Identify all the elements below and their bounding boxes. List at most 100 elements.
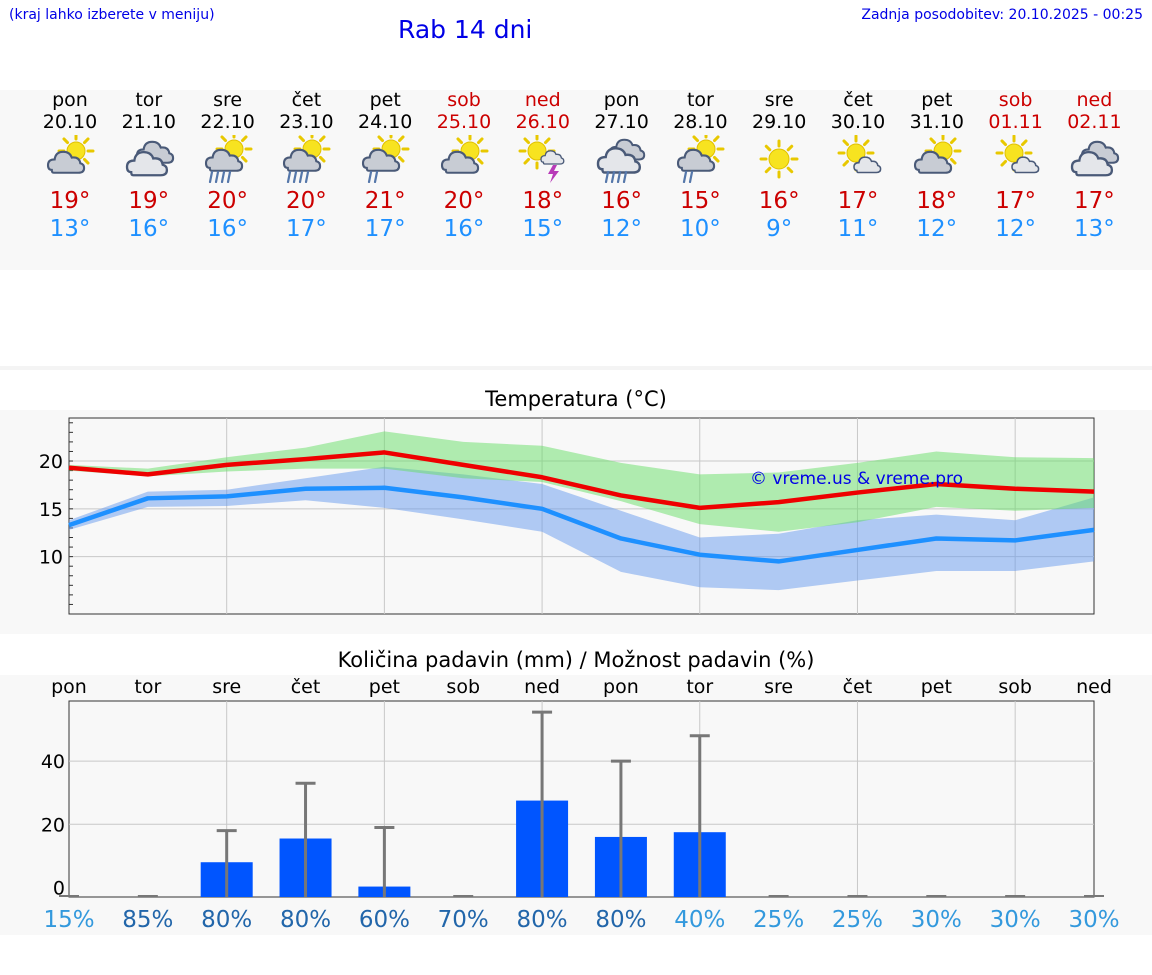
- sun-shape: [759, 139, 799, 179]
- cloud-shape: [46, 150, 86, 174]
- category-label: pon: [51, 676, 87, 698]
- forecast-day: sob 01.11 17° 12°: [976, 89, 1056, 243]
- min-temp-line: [68, 485, 1095, 564]
- y-tick-label: 0: [53, 878, 65, 900]
- rain-shape: [287, 170, 310, 183]
- day-name: tor: [135, 89, 163, 111]
- precipitation-chart-title: Količina padavin (mm) / Možnost padavin …: [337, 648, 815, 672]
- day-name: sre: [764, 89, 794, 111]
- category-label: ned: [524, 676, 560, 698]
- min-temp: 16°: [128, 216, 170, 242]
- sun-cloud-rain-icon: [283, 135, 331, 183]
- day-name: čet: [291, 89, 322, 111]
- precip-probability: 25%: [753, 907, 804, 933]
- day-name: pet: [921, 89, 953, 111]
- cloud-shape: [125, 150, 168, 177]
- sun-cloud-icon: [440, 135, 489, 174]
- max-temp: 16°: [758, 188, 800, 214]
- precip-probability: 30%: [990, 907, 1041, 933]
- category-label: čet: [291, 676, 321, 698]
- forecast-day: pet 31.10 18° 12°: [897, 89, 977, 243]
- day-name: ned: [524, 89, 561, 111]
- cloud-shape: [540, 150, 565, 165]
- precip-probability: 15%: [43, 907, 94, 933]
- min-temp: 13°: [1074, 216, 1115, 242]
- precip-probability: 25%: [832, 907, 883, 933]
- day-date: 01.11: [988, 111, 1043, 133]
- max-temp: 15°: [680, 188, 721, 214]
- forecast-day: pon 27.10 16° 12°: [582, 89, 662, 243]
- day-date: 29.10: [751, 111, 807, 133]
- min-temp: 16°: [443, 216, 485, 242]
- max-temp: 20°: [443, 188, 485, 214]
- forecast-day: čet 30.10 17° 11°: [818, 89, 898, 243]
- day-date: 02.11: [1067, 111, 1122, 133]
- precip-probability: 80%: [280, 907, 331, 933]
- max-temp: 19°: [49, 188, 91, 214]
- forecast-day: tor 21.10 19° 16°: [109, 89, 189, 243]
- sun-icon: [759, 139, 799, 179]
- forecast-day: tor 28.10 15° 10°: [660, 89, 740, 243]
- category-label: ned: [1076, 676, 1112, 698]
- sun-cloud-light-rain-icon: [677, 135, 725, 183]
- day-date: 25.10: [436, 111, 492, 133]
- y-tick-label: 40: [41, 751, 65, 773]
- precip-probability: 70%: [438, 907, 489, 933]
- day-date: 22.10: [200, 111, 255, 133]
- cloud-shape: [913, 150, 952, 174]
- min-temp: 15°: [522, 216, 564, 242]
- day-date: 30.10: [830, 111, 886, 133]
- max-temp: 18°: [522, 188, 564, 214]
- precip-probability: 85%: [122, 907, 173, 933]
- max-temp: 20°: [207, 188, 248, 214]
- max-temp: 17°: [1074, 188, 1115, 214]
- cloud-shape: [1010, 156, 1039, 174]
- day-name: pon: [52, 89, 88, 111]
- min-temp: 17°: [286, 216, 327, 242]
- rain-shape: [683, 170, 694, 183]
- category-label: čet: [843, 676, 873, 698]
- cloud-shape: [283, 148, 322, 172]
- day-name: ned: [1076, 89, 1113, 111]
- cloud-shape: [853, 156, 882, 174]
- sun-thunder-icon: [518, 135, 565, 183]
- max-temp-line: [68, 450, 1095, 511]
- day-date: 31.10: [909, 111, 964, 133]
- max-temp: 17°: [995, 188, 1036, 214]
- min-temp: 12°: [916, 216, 958, 242]
- cloudy-icon: [1071, 140, 1120, 177]
- precip-probability: 60%: [359, 907, 410, 933]
- last-updated: Zadnja posodobitev: 20.10.2025 - 00:25: [861, 7, 1143, 23]
- day-date: 28.10: [673, 111, 728, 133]
- forecast-day: ned 26.10 18° 15°: [503, 89, 583, 243]
- rain-shape: [368, 170, 379, 183]
- forecast-day: čet 23.10 20° 17°: [266, 89, 346, 243]
- forecast-day: pon 20.10 19° 13°: [30, 89, 110, 243]
- cloudy-icon: [125, 140, 174, 177]
- min-temp: 17°: [364, 216, 406, 242]
- day-name: sob: [447, 89, 481, 111]
- category-label: sob: [998, 676, 1032, 698]
- forecast-day: sre 22.10 20° 16°: [188, 89, 268, 243]
- day-date: 27.10: [594, 111, 649, 133]
- cloud-shape: [1071, 150, 1114, 177]
- precip-probability: 40%: [674, 907, 725, 933]
- min-temp: 10°: [680, 216, 721, 242]
- rain-shape: [604, 170, 627, 183]
- min-temp: 16°: [207, 216, 248, 242]
- location-hint: (kraj lahko izberete v meniju): [9, 7, 215, 23]
- precip-probability: 30%: [1068, 907, 1119, 933]
- min-temp: 9°: [766, 216, 793, 242]
- day-date: 26.10: [515, 111, 570, 133]
- sun-cloud-light-rain-icon: [362, 135, 410, 183]
- day-name: pon: [603, 89, 640, 111]
- category-label: sob: [446, 676, 480, 698]
- bolt-shape: [547, 165, 559, 183]
- watermark: © vreme.us & vreme.pro: [750, 469, 963, 489]
- max-temp: 21°: [364, 188, 406, 214]
- precip-probability: 80%: [201, 907, 252, 933]
- y-tick-label: 20: [41, 814, 65, 836]
- category-label: pet: [921, 676, 952, 698]
- cloud-shape: [362, 148, 401, 172]
- min-temp: 12°: [995, 216, 1036, 242]
